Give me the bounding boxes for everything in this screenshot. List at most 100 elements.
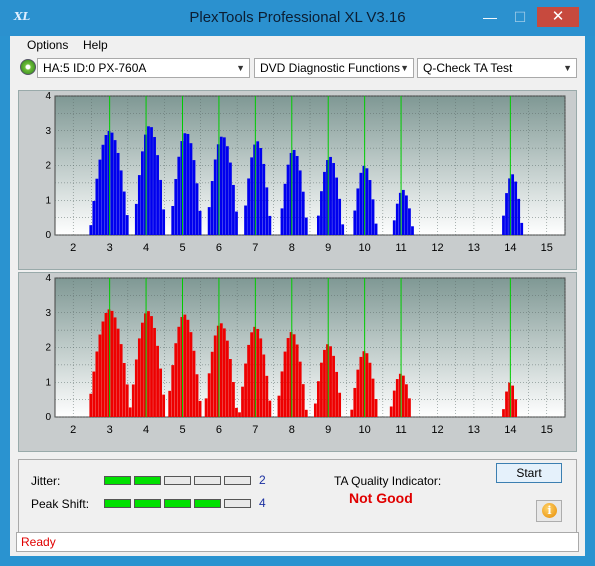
histogram-bar <box>398 192 402 235</box>
meter-segment <box>104 499 131 508</box>
histogram-bar <box>332 163 335 235</box>
minimize-button[interactable]: — <box>483 9 497 25</box>
histogram-bar <box>189 143 193 235</box>
histogram-bar <box>365 168 369 235</box>
histogram-bar <box>244 205 247 235</box>
histogram-bar <box>392 220 396 235</box>
histogram-bar <box>338 198 342 235</box>
drive-select[interactable]: HA:5 ID:0 PX-760A ▼ <box>37 58 250 78</box>
x-tick-label: 14 <box>504 424 516 436</box>
histogram-bar <box>368 362 372 417</box>
chevron-down-icon: ▼ <box>400 63 409 73</box>
histogram-bar <box>119 170 123 235</box>
meter-segment <box>164 499 191 508</box>
histogram-bar <box>292 149 296 235</box>
histogram-bar <box>156 155 159 235</box>
histogram-bar <box>180 317 184 417</box>
histogram-bar <box>508 178 511 235</box>
histogram-bar <box>256 141 260 235</box>
histogram-bar <box>186 319 190 417</box>
x-tick-label: 11 <box>395 242 406 254</box>
histogram-bar <box>177 326 181 417</box>
histogram-bar <box>508 382 511 417</box>
histogram-bar <box>401 189 405 235</box>
x-tick-label: 15 <box>541 242 553 254</box>
histogram-bar <box>304 409 308 417</box>
disc-drive-icon <box>20 59 36 75</box>
histogram-bar <box>359 172 363 235</box>
histogram-bar <box>505 193 508 235</box>
histogram-bar <box>392 390 396 417</box>
results-group <box>18 459 577 537</box>
histogram-bar <box>159 368 163 417</box>
histogram-bar <box>295 344 299 417</box>
histogram-bar <box>353 387 357 417</box>
menu-help[interactable]: Help <box>83 38 108 52</box>
histogram-bar <box>232 184 235 235</box>
histogram-bar <box>207 207 211 235</box>
peak-shift-value: 4 <box>259 496 266 510</box>
jitter-label: Jitter: <box>31 474 61 488</box>
x-tick-label: 3 <box>107 242 113 254</box>
histogram-bar <box>162 209 166 235</box>
histogram-bar <box>374 223 378 235</box>
histogram-bar <box>159 179 163 235</box>
histogram-bar <box>326 160 329 235</box>
x-tick-label: 4 <box>143 424 149 436</box>
y-tick-label: 4 <box>45 91 51 102</box>
histogram-bar <box>213 335 217 417</box>
histogram-bar <box>195 374 199 417</box>
app-logo-icon: XL <box>14 10 31 23</box>
y-tick-label: 4 <box>45 273 51 284</box>
x-tick-label: 10 <box>359 424 371 436</box>
histogram-bar <box>277 395 281 417</box>
histogram-bar <box>289 152 293 235</box>
histogram-bar <box>265 187 269 235</box>
x-tick-label: 13 <box>468 242 480 254</box>
close-button[interactable]: ✕ <box>537 7 579 27</box>
x-tick-label: 3 <box>107 424 113 436</box>
histogram-bar <box>268 215 272 235</box>
histogram-bar <box>280 371 284 417</box>
histogram-bar <box>168 390 172 417</box>
test-select[interactable]: Q-Check TA Test ▼ <box>417 58 577 78</box>
function-select-value: DVD Diagnostic Functions <box>260 61 401 75</box>
maximize-button[interactable]: ☐ <box>513 9 527 25</box>
histogram-bar <box>304 217 308 235</box>
histogram-bar <box>292 334 296 417</box>
histogram-bar <box>259 148 263 235</box>
histogram-bar <box>219 136 223 235</box>
histogram-bar <box>192 160 196 235</box>
histogram-bar <box>137 175 141 235</box>
start-button[interactable]: Start <box>496 463 562 483</box>
histogram-bar <box>213 159 217 235</box>
histogram-bar <box>332 355 335 417</box>
histogram-bar <box>408 398 411 417</box>
histogram-bar <box>286 338 290 417</box>
function-select[interactable]: DVD Diagnostic Functions ▼ <box>254 58 414 78</box>
meter-segment <box>224 476 251 485</box>
histogram-bar <box>204 398 208 417</box>
histogram-bar <box>262 163 266 235</box>
y-tick-label: 2 <box>45 161 51 172</box>
histogram-bar <box>505 391 508 417</box>
title-bar[interactable]: XL PlexTools Professional XL V3.16 — ☐ ✕ <box>0 0 595 36</box>
histogram-bar <box>98 159 102 235</box>
menu-options[interactable]: Options <box>27 38 69 52</box>
histogram-bar <box>119 344 123 417</box>
histogram-bar <box>283 183 287 235</box>
histogram-bar <box>389 406 393 417</box>
histogram-bar <box>517 198 521 235</box>
histogram-bar <box>110 132 114 235</box>
info-button[interactable]: i <box>536 500 562 522</box>
status-bar: Ready <box>16 532 579 552</box>
histogram-bar <box>320 362 323 417</box>
window-title: PlexTools Professional XL V3.16 <box>189 9 406 26</box>
histogram-bar <box>140 322 144 417</box>
x-tick-label: 2 <box>70 242 76 254</box>
meter-segment <box>164 476 191 485</box>
histogram-bar <box>207 373 211 417</box>
histogram-bar <box>329 346 332 417</box>
